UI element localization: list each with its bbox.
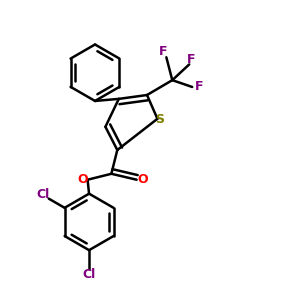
Text: Cl: Cl — [82, 268, 96, 281]
Text: O: O — [138, 173, 148, 186]
Text: Cl: Cl — [36, 188, 50, 201]
Text: F: F — [158, 45, 167, 58]
Text: S: S — [155, 113, 164, 126]
Text: O: O — [77, 173, 88, 186]
Text: F: F — [188, 52, 196, 66]
Text: F: F — [194, 80, 203, 94]
